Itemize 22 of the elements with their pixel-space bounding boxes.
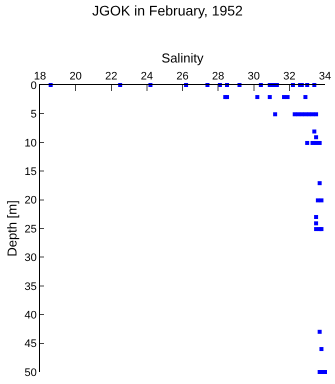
y-tick-label: 5 [30, 108, 37, 121]
chart-title: JGOK in February, 1952 [92, 2, 244, 19]
x-tick-label: 32 [283, 70, 296, 83]
y-tick-label: 40 [24, 309, 37, 322]
y-tick-label: 0 [30, 80, 37, 92]
y-tick-label: 10 [24, 137, 37, 150]
x-tick-label: 26 [176, 70, 189, 83]
y-tick-label: 50 [24, 366, 37, 379]
y-tick-label: 20 [24, 194, 37, 207]
x-tick-label: 24 [140, 70, 154, 83]
x-axis-title: Salinity [162, 50, 204, 66]
x-tick-label: 28 [212, 70, 224, 83]
x-tick-label: 22 [105, 70, 118, 83]
y-tick-label: 30 [24, 252, 37, 264]
x-tick-label: 20 [70, 70, 82, 83]
y-axis-title: Depth [m] [4, 200, 20, 257]
y-tick-label: 25 [24, 223, 37, 236]
y-tick-label: 45 [24, 338, 37, 350]
x-tick-label: 30 [248, 70, 260, 83]
y-tick-label: 35 [24, 280, 37, 293]
y-tick-label: 15 [24, 166, 37, 178]
x-tick-label: 34 [318, 70, 332, 83]
